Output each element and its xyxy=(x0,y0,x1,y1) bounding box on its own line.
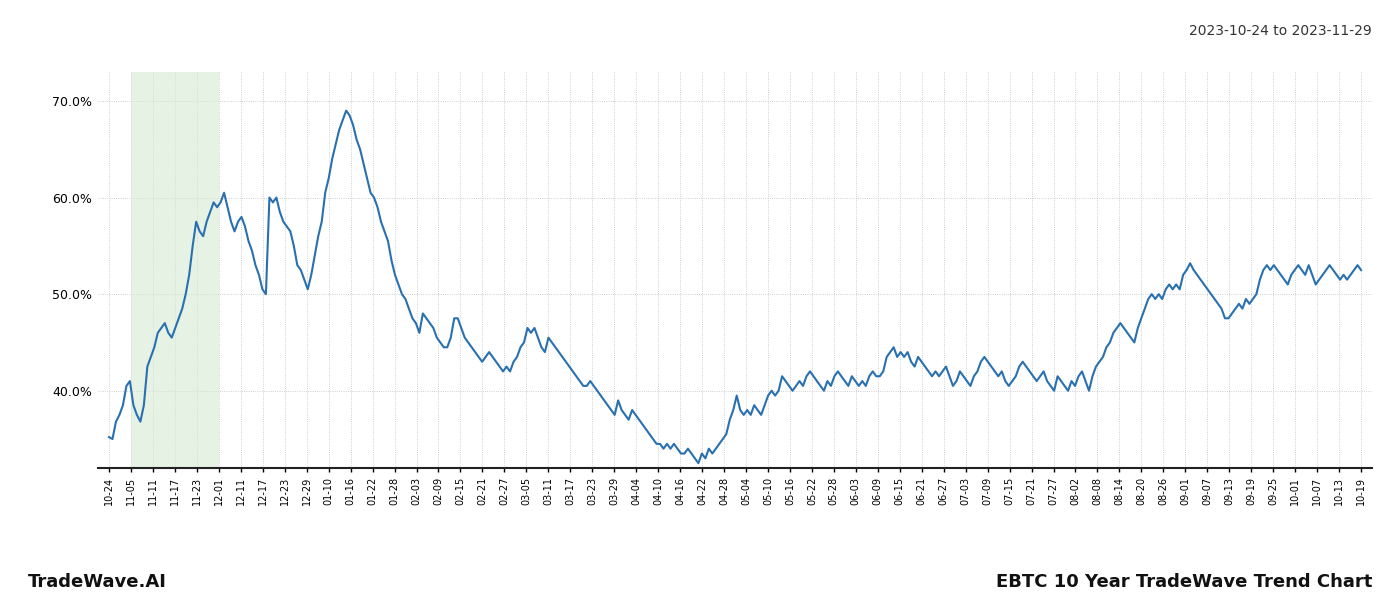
Text: 2023-10-24 to 2023-11-29: 2023-10-24 to 2023-11-29 xyxy=(1189,24,1372,38)
Text: TradeWave.AI: TradeWave.AI xyxy=(28,573,167,591)
Bar xyxy=(132,72,218,468)
Text: EBTC 10 Year TradeWave Trend Chart: EBTC 10 Year TradeWave Trend Chart xyxy=(995,573,1372,591)
